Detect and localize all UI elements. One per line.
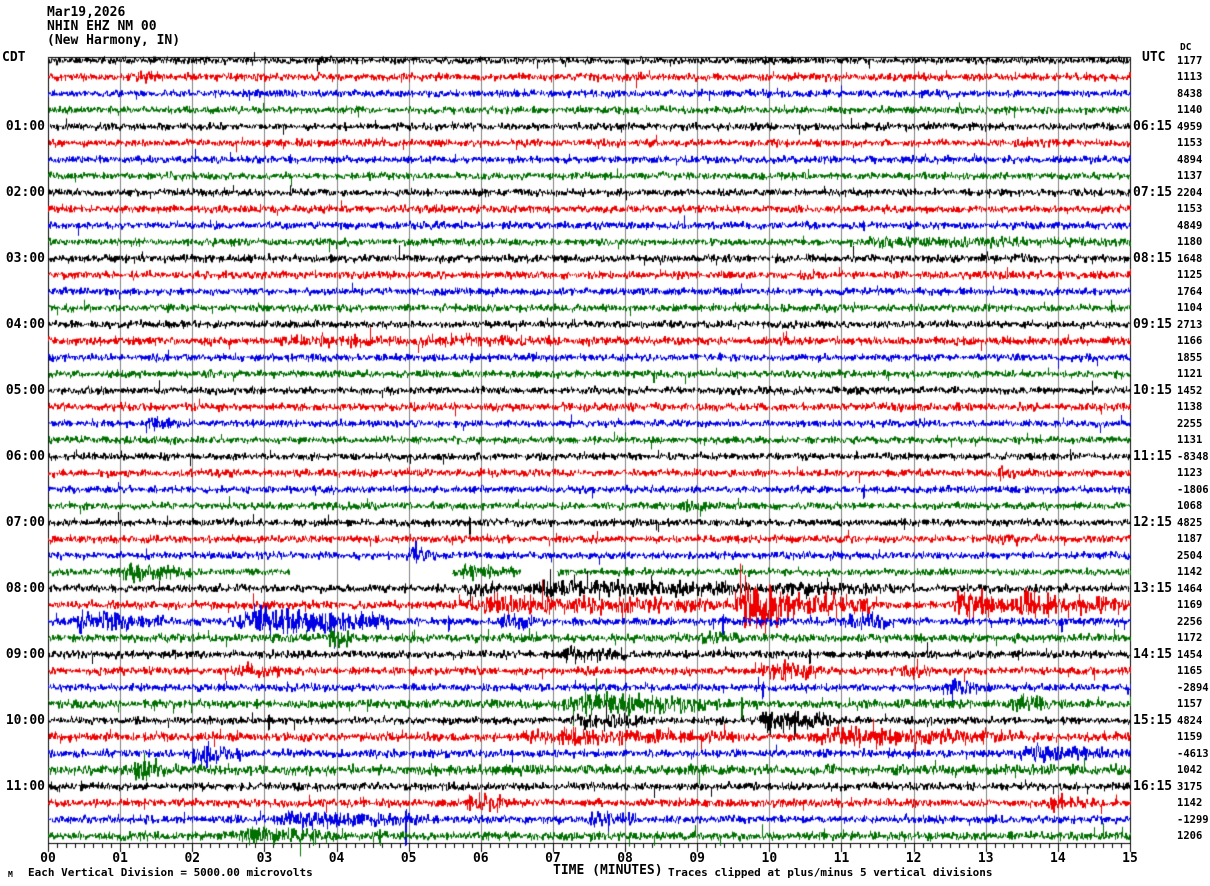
trace-max-value: 2713 xyxy=(1177,318,1203,331)
trace-max-value: 4824 xyxy=(1177,714,1203,727)
minute-tick-label: 09 xyxy=(689,851,706,866)
right-hour-label: 06:15 xyxy=(1133,118,1173,134)
trace-max-value: 1165 xyxy=(1177,665,1203,677)
right-hour-label: 07:15 xyxy=(1133,184,1173,200)
trace-max-value: 1187 xyxy=(1177,533,1203,545)
right-hour-label: 11:15 xyxy=(1133,448,1173,464)
header-station: NHIN EHZ NM 00 xyxy=(47,19,157,34)
trace-max-value: 1142 xyxy=(1177,566,1203,578)
trace-max-value: 1153 xyxy=(1177,137,1203,149)
left-hour-label: 09:00 xyxy=(5,646,45,662)
trace-max-value: 1159 xyxy=(1177,731,1203,743)
minute-tick-label: 10 xyxy=(761,851,778,866)
trace-max-value: 1123 xyxy=(1177,467,1203,479)
trace-max-value: 2256 xyxy=(1177,615,1203,628)
trace-max-value: 1042 xyxy=(1177,764,1203,776)
left-hour-label: 02:00 xyxy=(5,184,45,200)
minute-tick-label: 14 xyxy=(1050,851,1066,866)
left-hour-label: 11:00 xyxy=(5,778,45,794)
right-hour-label: 09:15 xyxy=(1133,316,1173,332)
trace-max-value: 1068 xyxy=(1177,500,1203,512)
trace-max-value: 1172 xyxy=(1177,632,1203,644)
trace-max-value: 4825 xyxy=(1177,516,1203,529)
x-axis-title: TIME (MINUTES) xyxy=(553,863,663,878)
right-hour-label: 16:15 xyxy=(1133,778,1173,794)
clipping-note: Traces clipped at plus/minus 5 vertical … xyxy=(668,866,993,879)
left-hour-label: 06:00 xyxy=(5,448,45,464)
trace-max-value: 1125 xyxy=(1177,269,1203,281)
minute-tick-label: 13 xyxy=(977,851,994,866)
left-hour-label: 08:00 xyxy=(5,580,45,596)
trace-max-value: 1166 xyxy=(1177,335,1203,347)
trace-max-value: 1153 xyxy=(1177,203,1203,215)
watermark-glyph: M xyxy=(8,870,13,879)
right-hour-label: 12:15 xyxy=(1133,514,1173,530)
trace-max-value: -2894 xyxy=(1177,681,1209,694)
trace-max-value: 4959 xyxy=(1177,120,1203,133)
trace-max-value: 1113 xyxy=(1177,71,1203,83)
minute-tick-label: 00 xyxy=(40,851,56,866)
trace-max-value: 1764 xyxy=(1177,285,1203,298)
minute-tick-label: 12 xyxy=(905,851,922,866)
left-timezone-label: CDT xyxy=(2,50,26,65)
trace-max-value: 1454 xyxy=(1177,648,1203,661)
header-date: Mar19,2026 xyxy=(47,5,126,20)
trace-max-value: -1299 xyxy=(1177,813,1209,826)
trace-max-value: 4849 xyxy=(1177,219,1203,232)
trace-max-value: 1206 xyxy=(1177,830,1203,842)
trace-max-value: 4894 xyxy=(1177,153,1203,166)
right-hour-label: 08:15 xyxy=(1133,250,1173,266)
trace-max-value: 8438 xyxy=(1177,87,1203,100)
left-hour-label: 07:00 xyxy=(5,514,45,530)
trace-max-value: 1131 xyxy=(1177,434,1203,446)
trace-max-value: 1180 xyxy=(1177,236,1203,248)
trace-max-value: -8348 xyxy=(1177,450,1209,463)
minute-tick-label: 06 xyxy=(472,851,489,866)
minute-tick-label: 05 xyxy=(400,851,417,866)
trace-max-value: 1177 xyxy=(1177,54,1203,67)
trace-max-value: 1137 xyxy=(1177,170,1203,182)
trace-max-value: -4613 xyxy=(1177,747,1209,760)
trace-max-value: 1648 xyxy=(1177,252,1203,265)
trace-max-value: 1855 xyxy=(1177,351,1203,364)
left-hour-label: 10:00 xyxy=(5,712,45,728)
right-hour-label: 13:15 xyxy=(1133,580,1173,596)
minute-tick-label: 15 xyxy=(1122,851,1138,866)
trace-max-value: 1138 xyxy=(1177,401,1203,413)
trace-max-value: 2504 xyxy=(1177,549,1203,562)
left-hour-label: 05:00 xyxy=(5,382,45,398)
right-timezone-label: UTC xyxy=(1142,50,1166,65)
scale-note: Each Vertical Division = 5000.00 microvo… xyxy=(28,866,313,879)
trace-max-value: 1142 xyxy=(1177,797,1203,809)
trace-max-value: -1806 xyxy=(1177,483,1209,496)
trace-max-value: 1121 xyxy=(1177,368,1203,380)
trace-max-value: 1104 xyxy=(1177,302,1203,314)
trace-max-value: 1452 xyxy=(1177,384,1203,397)
left-hour-label: 01:00 xyxy=(5,118,45,134)
trace-max-value: 2204 xyxy=(1177,186,1203,199)
trace-max-value: 2255 xyxy=(1177,417,1203,430)
trace-max-value: 3175 xyxy=(1177,780,1203,793)
value-column-header: DC xyxy=(1180,42,1192,53)
left-hour-label: 03:00 xyxy=(5,250,45,266)
right-hour-label: 14:15 xyxy=(1133,646,1173,662)
trace-max-value: 1157 xyxy=(1177,698,1203,710)
minute-tick-label: 11 xyxy=(833,851,850,866)
minute-tick-label: 02 xyxy=(184,851,201,866)
trace-max-value: 1464 xyxy=(1177,582,1203,595)
minute-tick-label: 01 xyxy=(112,851,128,866)
left-hour-label: 04:00 xyxy=(5,316,45,332)
right-hour-label: 10:15 xyxy=(1133,382,1173,398)
minute-tick-label: 03 xyxy=(256,851,273,866)
right-hour-label: 15:15 xyxy=(1133,712,1173,728)
trace-max-value: 1140 xyxy=(1177,104,1203,116)
minute-tick-label: 04 xyxy=(328,851,345,866)
minute-tick-label: 08 xyxy=(617,851,633,866)
trace-max-value: 1169 xyxy=(1177,599,1203,611)
header-location: (New Harmony, IN) xyxy=(47,33,181,48)
minute-tick-label: 07 xyxy=(545,851,561,866)
